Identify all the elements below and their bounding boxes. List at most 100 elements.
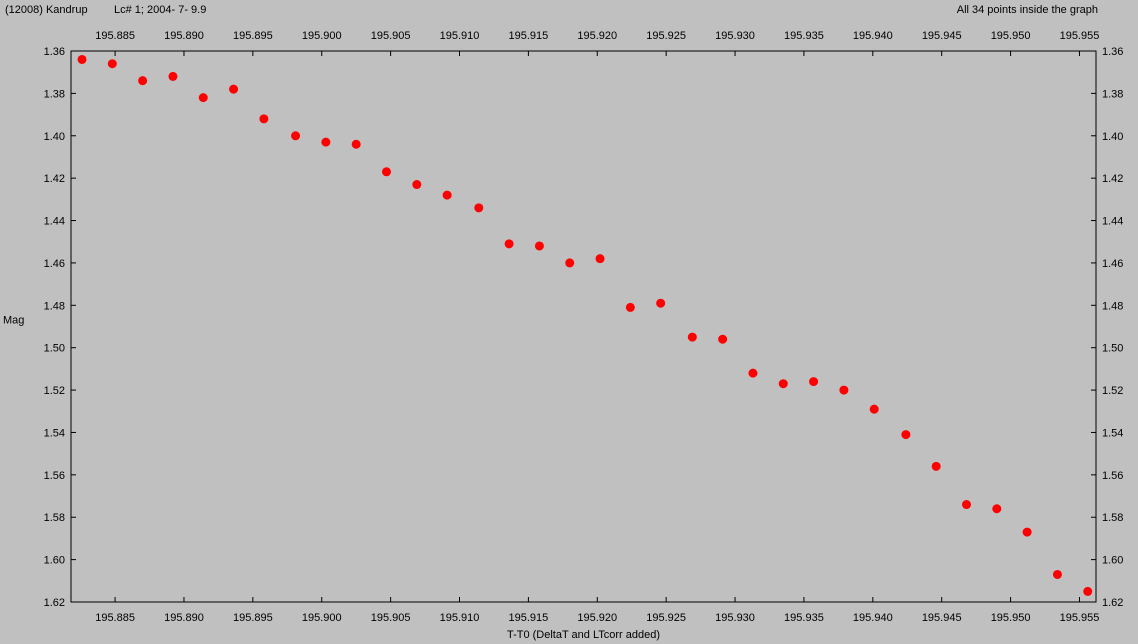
y-tick-label-left: 1.60 <box>44 555 65 567</box>
data-point <box>961 500 971 510</box>
x-tick-label-bottom: 195.955 <box>1060 612 1100 624</box>
x-tick-label-bottom: 195.895 <box>233 612 273 624</box>
data-point <box>901 430 911 440</box>
x-tick-label-top: 195.955 <box>1060 30 1100 42</box>
data-point <box>381 167 391 177</box>
x-tick-label-top: 195.935 <box>784 30 824 42</box>
data-point <box>229 84 239 94</box>
y-tick-label-right: 1.60 <box>1102 555 1123 567</box>
y-tick-label-right: 1.44 <box>1102 216 1123 228</box>
data-point <box>595 254 605 264</box>
y-tick-label-right: 1.40 <box>1102 131 1123 143</box>
x-tick-label-top: 195.915 <box>509 30 549 42</box>
data-point <box>687 332 697 342</box>
x-tick-label-bottom: 195.950 <box>991 612 1031 624</box>
y-tick-label-left: 1.54 <box>44 427 65 439</box>
y-tick-label-right: 1.50 <box>1102 343 1123 355</box>
y-tick-label-left: 1.44 <box>44 216 65 228</box>
x-tick-label-top: 195.900 <box>302 30 342 42</box>
y-tick-label-left: 1.42 <box>44 173 65 185</box>
x-tick-label-top: 195.910 <box>440 30 480 42</box>
data-point <box>565 258 575 268</box>
data-point <box>718 334 728 344</box>
y-tick-label-left: 1.46 <box>44 258 65 270</box>
x-tick-label-bottom: 195.915 <box>509 612 549 624</box>
x-tick-label-top: 195.920 <box>577 30 617 42</box>
data-point <box>931 461 941 471</box>
axis-ticks: 195.885 195.885 195.890 195.890 195.895 195.8… <box>44 30 1124 624</box>
x-tick-label-bottom: 195.925 <box>646 612 686 624</box>
data-point <box>1083 586 1093 596</box>
x-tick-label-top: 195.905 <box>371 30 411 42</box>
y-tick-label-left: 1.58 <box>44 512 65 524</box>
lightcurve-label: Lc# 1; 2004- 7- 9.9 <box>114 4 207 16</box>
data-point <box>291 131 301 141</box>
y-tick-label-right: 1.42 <box>1102 173 1123 185</box>
data-point <box>1022 527 1032 537</box>
data-points <box>77 54 1093 596</box>
x-tick-label-top: 195.895 <box>233 30 273 42</box>
x-tick-label-top: 195.885 <box>95 30 135 42</box>
y-tick-label-left: 1.36 <box>44 46 65 58</box>
x-tick-label-bottom: 195.940 <box>853 612 893 624</box>
x-tick-label-bottom: 195.910 <box>440 612 480 624</box>
x-axis-label: T-T0 (DeltaT and LTcorr added) <box>507 629 660 641</box>
data-point <box>259 114 269 124</box>
data-point <box>107 59 117 69</box>
plot-frame <box>70 50 1097 603</box>
x-tick-label-bottom: 195.920 <box>577 612 617 624</box>
data-point <box>778 379 788 389</box>
x-tick-label-bottom: 195.945 <box>922 612 962 624</box>
data-point <box>77 54 87 64</box>
x-tick-label-top: 195.945 <box>922 30 962 42</box>
x-tick-label-bottom: 195.885 <box>95 612 135 624</box>
y-tick-label-right: 1.46 <box>1102 258 1123 270</box>
y-tick-label-left: 1.38 <box>44 88 65 100</box>
x-tick-label-bottom: 195.930 <box>715 612 755 624</box>
data-point <box>138 76 148 86</box>
y-tick-label-right: 1.58 <box>1102 512 1123 524</box>
y-axis-label: Mag <box>3 315 24 327</box>
y-tick-label-left: 1.40 <box>44 131 65 143</box>
data-point <box>504 239 514 249</box>
data-point <box>321 137 331 147</box>
y-tick-label-right: 1.62 <box>1102 597 1123 609</box>
object-title: (12008) Kandrup <box>5 4 88 16</box>
y-tick-label-right: 1.48 <box>1102 300 1123 312</box>
y-tick-label-right: 1.52 <box>1102 385 1123 397</box>
data-point <box>442 190 452 200</box>
x-tick-label-top: 195.950 <box>991 30 1031 42</box>
y-tick-label-right: 1.54 <box>1102 427 1123 439</box>
y-tick-label-right: 1.56 <box>1102 470 1123 482</box>
data-point <box>656 298 666 308</box>
data-point <box>809 377 819 387</box>
data-point <box>168 71 178 81</box>
data-point <box>474 203 484 213</box>
data-point <box>839 385 849 395</box>
x-tick-label-top: 195.925 <box>646 30 686 42</box>
data-point <box>412 180 422 190</box>
x-tick-label-bottom: 195.905 <box>371 612 411 624</box>
data-point <box>869 404 879 414</box>
data-point <box>625 302 635 312</box>
data-point <box>748 368 758 378</box>
x-tick-label-bottom: 195.935 <box>784 612 824 624</box>
y-tick-label-right: 1.38 <box>1102 88 1123 100</box>
data-point <box>351 139 361 149</box>
x-tick-label-top: 195.890 <box>164 30 204 42</box>
data-point <box>1052 569 1062 579</box>
x-tick-label-bottom: 195.890 <box>164 612 204 624</box>
y-tick-label-left: 1.62 <box>44 597 65 609</box>
data-point <box>992 504 1002 514</box>
x-tick-label-bottom: 195.900 <box>302 612 342 624</box>
x-tick-label-top: 195.940 <box>853 30 893 42</box>
points-status: All 34 points inside the graph <box>956 4 1098 16</box>
y-tick-label-left: 1.50 <box>44 343 65 355</box>
data-point <box>198 93 208 103</box>
x-tick-label-top: 195.930 <box>715 30 755 42</box>
data-point <box>534 241 544 251</box>
y-tick-label-left: 1.56 <box>44 470 65 482</box>
y-tick-label-left: 1.52 <box>44 385 65 397</box>
y-tick-label-right: 1.36 <box>1102 46 1123 58</box>
